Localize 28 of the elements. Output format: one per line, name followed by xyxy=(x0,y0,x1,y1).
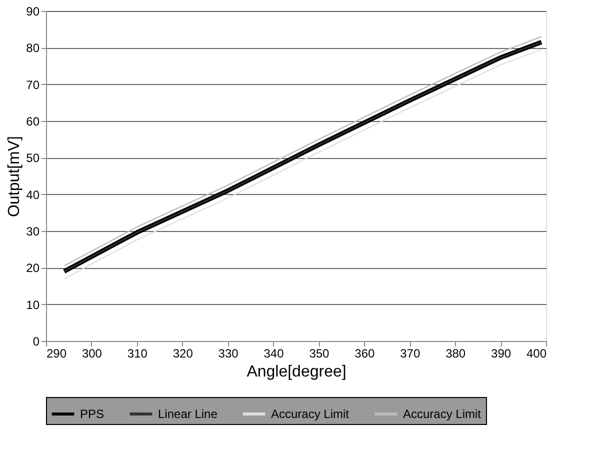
x-tick-label: 320 xyxy=(172,346,194,360)
y-tick-label: 50 xyxy=(26,151,40,166)
y-tick-label: 60 xyxy=(26,114,40,128)
y-tick-label: 90 xyxy=(26,4,40,18)
y-tick-label: 30 xyxy=(26,224,40,238)
legend-label: Accuracy Limit xyxy=(271,407,350,421)
x-tick-label: 310 xyxy=(127,346,148,360)
y-tick-label: 10 xyxy=(26,298,40,312)
x-tick-label: 300 xyxy=(82,346,102,360)
y-tick-label: 70 xyxy=(26,78,40,92)
x-tick-label: 360 xyxy=(354,346,376,360)
x-axis-title: Angle[degree] xyxy=(246,364,346,380)
x-tick-label: 330 xyxy=(218,346,239,360)
y-tick-label: 80 xyxy=(26,41,40,56)
x-tick-label: 290 xyxy=(46,346,67,360)
legend-label: Accuracy Limit xyxy=(403,407,482,421)
legend-label: Linear Line xyxy=(158,407,218,421)
x-tick-label: 340 xyxy=(264,346,284,360)
x-tick-label: 390 xyxy=(491,346,512,360)
x-tick-label: 350 xyxy=(309,346,330,360)
y-tick-label: 20 xyxy=(26,261,40,276)
y-axis-title: Output[mV] xyxy=(6,136,24,217)
y-tick-label: 40 xyxy=(26,188,40,202)
y-tick-label: 0 xyxy=(32,334,40,348)
legend-label: PPS xyxy=(80,407,104,421)
x-tick-label: 370 xyxy=(400,346,420,360)
x-tick-label: 400 xyxy=(526,346,547,360)
x-tick-label: 380 xyxy=(446,346,466,360)
